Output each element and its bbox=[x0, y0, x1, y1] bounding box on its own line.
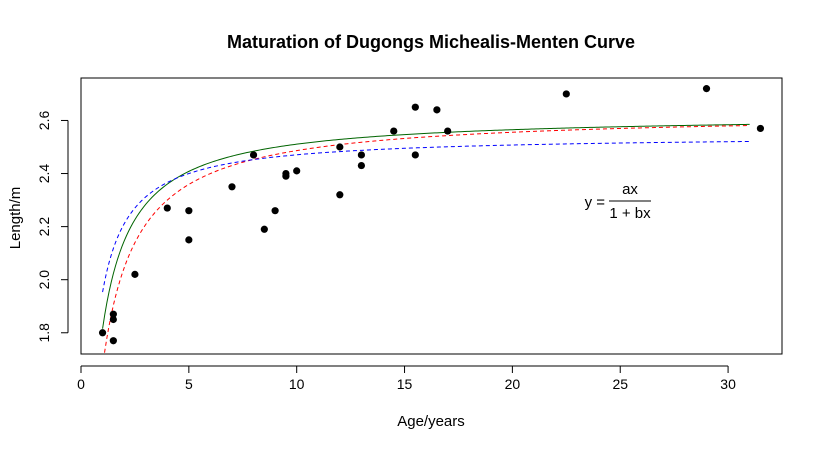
data-point bbox=[756, 124, 765, 133]
equation-numerator: ax bbox=[622, 181, 638, 198]
data-point bbox=[444, 127, 452, 135]
x-tick-label: 20 bbox=[505, 376, 521, 392]
data-point bbox=[411, 103, 419, 111]
data-point bbox=[357, 161, 365, 170]
x-tick-label: 15 bbox=[397, 376, 413, 392]
x-tick-label: 0 bbox=[77, 376, 85, 392]
data-point bbox=[271, 207, 279, 215]
data-point bbox=[336, 191, 344, 199]
data-point bbox=[562, 90, 570, 98]
y-axis: 1.8 2.0 2.2 2.4 2.6 bbox=[36, 111, 69, 343]
data-point bbox=[433, 106, 441, 114]
fit-curve-3 bbox=[102, 140, 750, 293]
data-points bbox=[98, 85, 765, 345]
x-axis-label: Age/years bbox=[397, 413, 465, 430]
data-point bbox=[228, 183, 236, 191]
fit-curve-1 bbox=[102, 123, 750, 329]
data-point bbox=[702, 85, 711, 93]
y-tick-label: 2.6 bbox=[36, 111, 52, 131]
data-point bbox=[357, 151, 365, 159]
x-tick-label: 30 bbox=[720, 376, 736, 392]
x-tick-label: 10 bbox=[289, 376, 305, 392]
fitted-curves bbox=[102, 123, 750, 354]
chart-title: Maturation of Dugongs Michealis-Menten C… bbox=[227, 32, 635, 52]
data-point bbox=[249, 151, 258, 159]
x-tick-label: 5 bbox=[185, 376, 193, 392]
plot-frame bbox=[80, 77, 783, 355]
equation-denominator: 1 + bx bbox=[609, 205, 651, 222]
data-point bbox=[185, 207, 193, 215]
data-point bbox=[282, 172, 290, 180]
equation-lhs: y = bbox=[585, 194, 606, 211]
data-point bbox=[293, 167, 301, 175]
y-tick-label: 2.4 bbox=[36, 164, 52, 184]
x-tick-label: 25 bbox=[612, 376, 628, 392]
data-point bbox=[260, 225, 268, 233]
y-axis-label: Length/m bbox=[7, 187, 24, 250]
data-point bbox=[390, 127, 398, 135]
data-point bbox=[109, 337, 117, 345]
x-axis: 0 5 10 15 20 25 30 bbox=[77, 365, 736, 392]
y-tick-label: 2.2 bbox=[36, 217, 52, 237]
data-point bbox=[109, 310, 117, 318]
equation-annotation: y = ax 1 + bx bbox=[585, 181, 652, 222]
data-point bbox=[185, 236, 193, 244]
y-tick-label: 1.8 bbox=[36, 323, 52, 343]
fit-curve-2 bbox=[103, 125, 750, 354]
data-point bbox=[411, 151, 419, 159]
data-point bbox=[336, 143, 344, 151]
y-tick-label: 2.0 bbox=[36, 270, 52, 290]
data-point bbox=[98, 329, 107, 337]
data-point bbox=[109, 315, 117, 324]
data-point bbox=[163, 204, 171, 212]
data-point bbox=[131, 270, 139, 278]
